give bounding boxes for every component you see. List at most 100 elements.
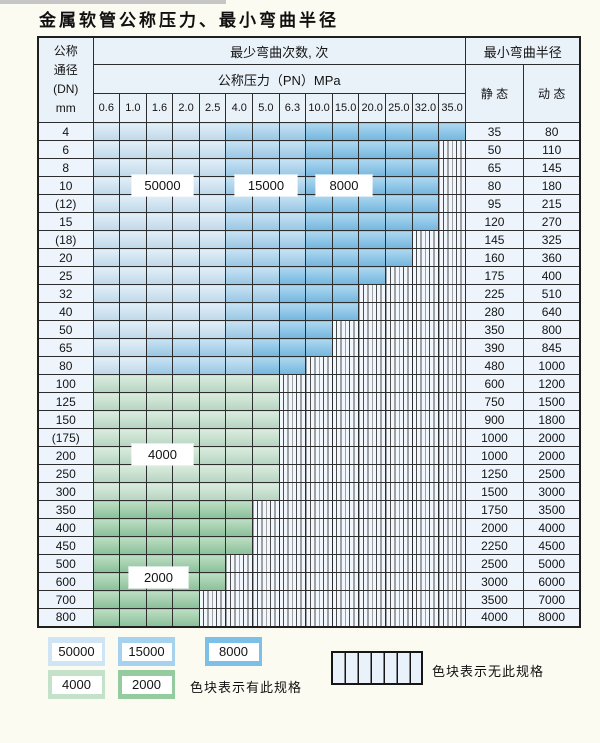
cycle-cell-2000 [198, 518, 227, 537]
cycle-cell-2000 [198, 572, 227, 591]
no-spec-cell [252, 500, 280, 519]
no-spec-cell [438, 158, 466, 177]
cycle-cell-15000 [225, 302, 254, 321]
legend-swatch-2000: 2000 [118, 670, 175, 699]
dynamic-radius-cell: 215 [522, 194, 581, 213]
cycle-cell-8000 [331, 284, 360, 303]
pressure-value-header: 2.0 [172, 93, 200, 123]
no-spec-cell [385, 266, 413, 285]
cycle-cell-50000 [198, 158, 227, 177]
no-spec-cell [278, 608, 307, 627]
cycle-cell-4000 [145, 410, 174, 429]
no-spec-cell [411, 374, 440, 393]
dynamic-radius-cell: 5000 [522, 554, 581, 573]
table-row: 40 280 640 [37, 302, 581, 321]
no-spec-cell [358, 302, 387, 321]
cycle-cell-50000 [198, 266, 227, 285]
table-row: 500 2500 5000 [37, 554, 581, 573]
no-spec-cell [411, 464, 440, 483]
cycle-cell-4000 [145, 392, 174, 411]
cycle-cell-2000 [198, 554, 227, 573]
cycle-cell-4000 [198, 428, 227, 447]
pressure-value-header: 32.0 [411, 93, 440, 123]
pressure-value-header: 5.0 [252, 93, 280, 123]
cycle-cell-15000 [172, 356, 200, 375]
no-spec-cell [438, 446, 466, 465]
no-spec-cell [438, 248, 466, 267]
static-radius-cell: 350 [464, 320, 524, 339]
cycle-cell-8000 [252, 356, 280, 375]
cycle-cell-4000 [225, 446, 254, 465]
cycle-cell-15000 [225, 284, 254, 303]
no-spec-cell [305, 572, 333, 591]
cycle-cell-8000 [358, 212, 387, 231]
static-radius-cell: 80 [464, 176, 524, 195]
no-spec-cell [438, 392, 466, 411]
no-spec-cell [438, 572, 466, 591]
cycle-cell-15000 [252, 158, 280, 177]
pressure-value-header: 35.0 [438, 93, 466, 123]
cycle-cell-4000 [119, 464, 147, 483]
dn-cell: 350 [37, 500, 94, 519]
cycle-cell-50000 [172, 122, 200, 141]
dynamic-radius-cell: 800 [522, 320, 581, 339]
cycle-cell-4000 [92, 428, 121, 447]
dynamic-radius-cell: 110 [522, 140, 581, 159]
no-spec-cell [438, 500, 466, 519]
dn-cell: 300 [37, 482, 94, 501]
dynamic-radius-cell: 640 [522, 302, 581, 321]
cycle-cell-4000 [198, 392, 227, 411]
cycle-cell-50000 [198, 176, 227, 195]
no-spec-cell [438, 536, 466, 555]
cycle-cell-15000 [252, 122, 280, 141]
dn-cell: 32 [37, 284, 94, 303]
no-spec-cell [358, 608, 387, 627]
no-spec-cell [331, 446, 360, 465]
cycle-cell-8000 [305, 122, 333, 141]
no-spec-cell [385, 518, 413, 537]
no-spec-cell [438, 428, 466, 447]
pressure-value-header: 15.0 [331, 93, 360, 123]
no-spec-cell [358, 428, 387, 447]
table-row: (12) 95 215 [37, 194, 581, 213]
no-spec-cell [331, 374, 360, 393]
cycle-cell-50000 [92, 338, 121, 357]
dn-cell: 65 [37, 338, 94, 357]
cycle-cell-50000 [92, 302, 121, 321]
dynamic-radius-cell: 8000 [522, 608, 581, 627]
dynamic-radius-cell: 7000 [522, 590, 581, 609]
cycle-cell-50000 [145, 248, 174, 267]
no-spec-cell [411, 320, 440, 339]
pressure-value-header: 4.0 [225, 93, 254, 123]
pressure-value-header: 10.0 [305, 93, 333, 123]
static-radius-cell: 280 [464, 302, 524, 321]
no-spec-cell [252, 572, 280, 591]
cycle-cell-8000 [385, 122, 413, 141]
page-title: 金属软管公称压力、最小弯曲半径 [39, 11, 339, 31]
static-radius-cell: 1250 [464, 464, 524, 483]
cycle-cell-15000 [252, 302, 280, 321]
table-row: 600 3000 6000 [37, 572, 581, 591]
cycle-cell-15000 [198, 356, 227, 375]
no-spec-cell [331, 500, 360, 519]
pressure-value-header: 25.0 [385, 93, 413, 123]
cycle-cell-50000 [198, 212, 227, 231]
cycle-cell-15000 [252, 248, 280, 267]
no-spec-cell [438, 176, 466, 195]
cycle-cell-4000 [252, 482, 280, 501]
no-spec-cell [331, 464, 360, 483]
cycle-cell-4000 [225, 482, 254, 501]
no-spec-cell [438, 482, 466, 501]
cycle-cell-15000 [252, 284, 280, 303]
spec-table-container: 公称 通径 (DN) mm 最少弯曲次数, 次最小弯曲半径 公称压力（PN）MPa 静 态动… [37, 36, 582, 628]
no-spec-cell [198, 590, 227, 609]
cycle-cell-50000 [198, 302, 227, 321]
no-spec-cell [411, 248, 440, 267]
cycle-cell-4000 [145, 374, 174, 393]
cycle-cell-50000 [92, 176, 121, 195]
cycle-cell-2000 [119, 590, 147, 609]
cycle-cell-15000 [225, 122, 254, 141]
dn-cell: 6 [37, 140, 94, 159]
no-spec-cell [252, 590, 280, 609]
dn-cell: 80 [37, 356, 94, 375]
